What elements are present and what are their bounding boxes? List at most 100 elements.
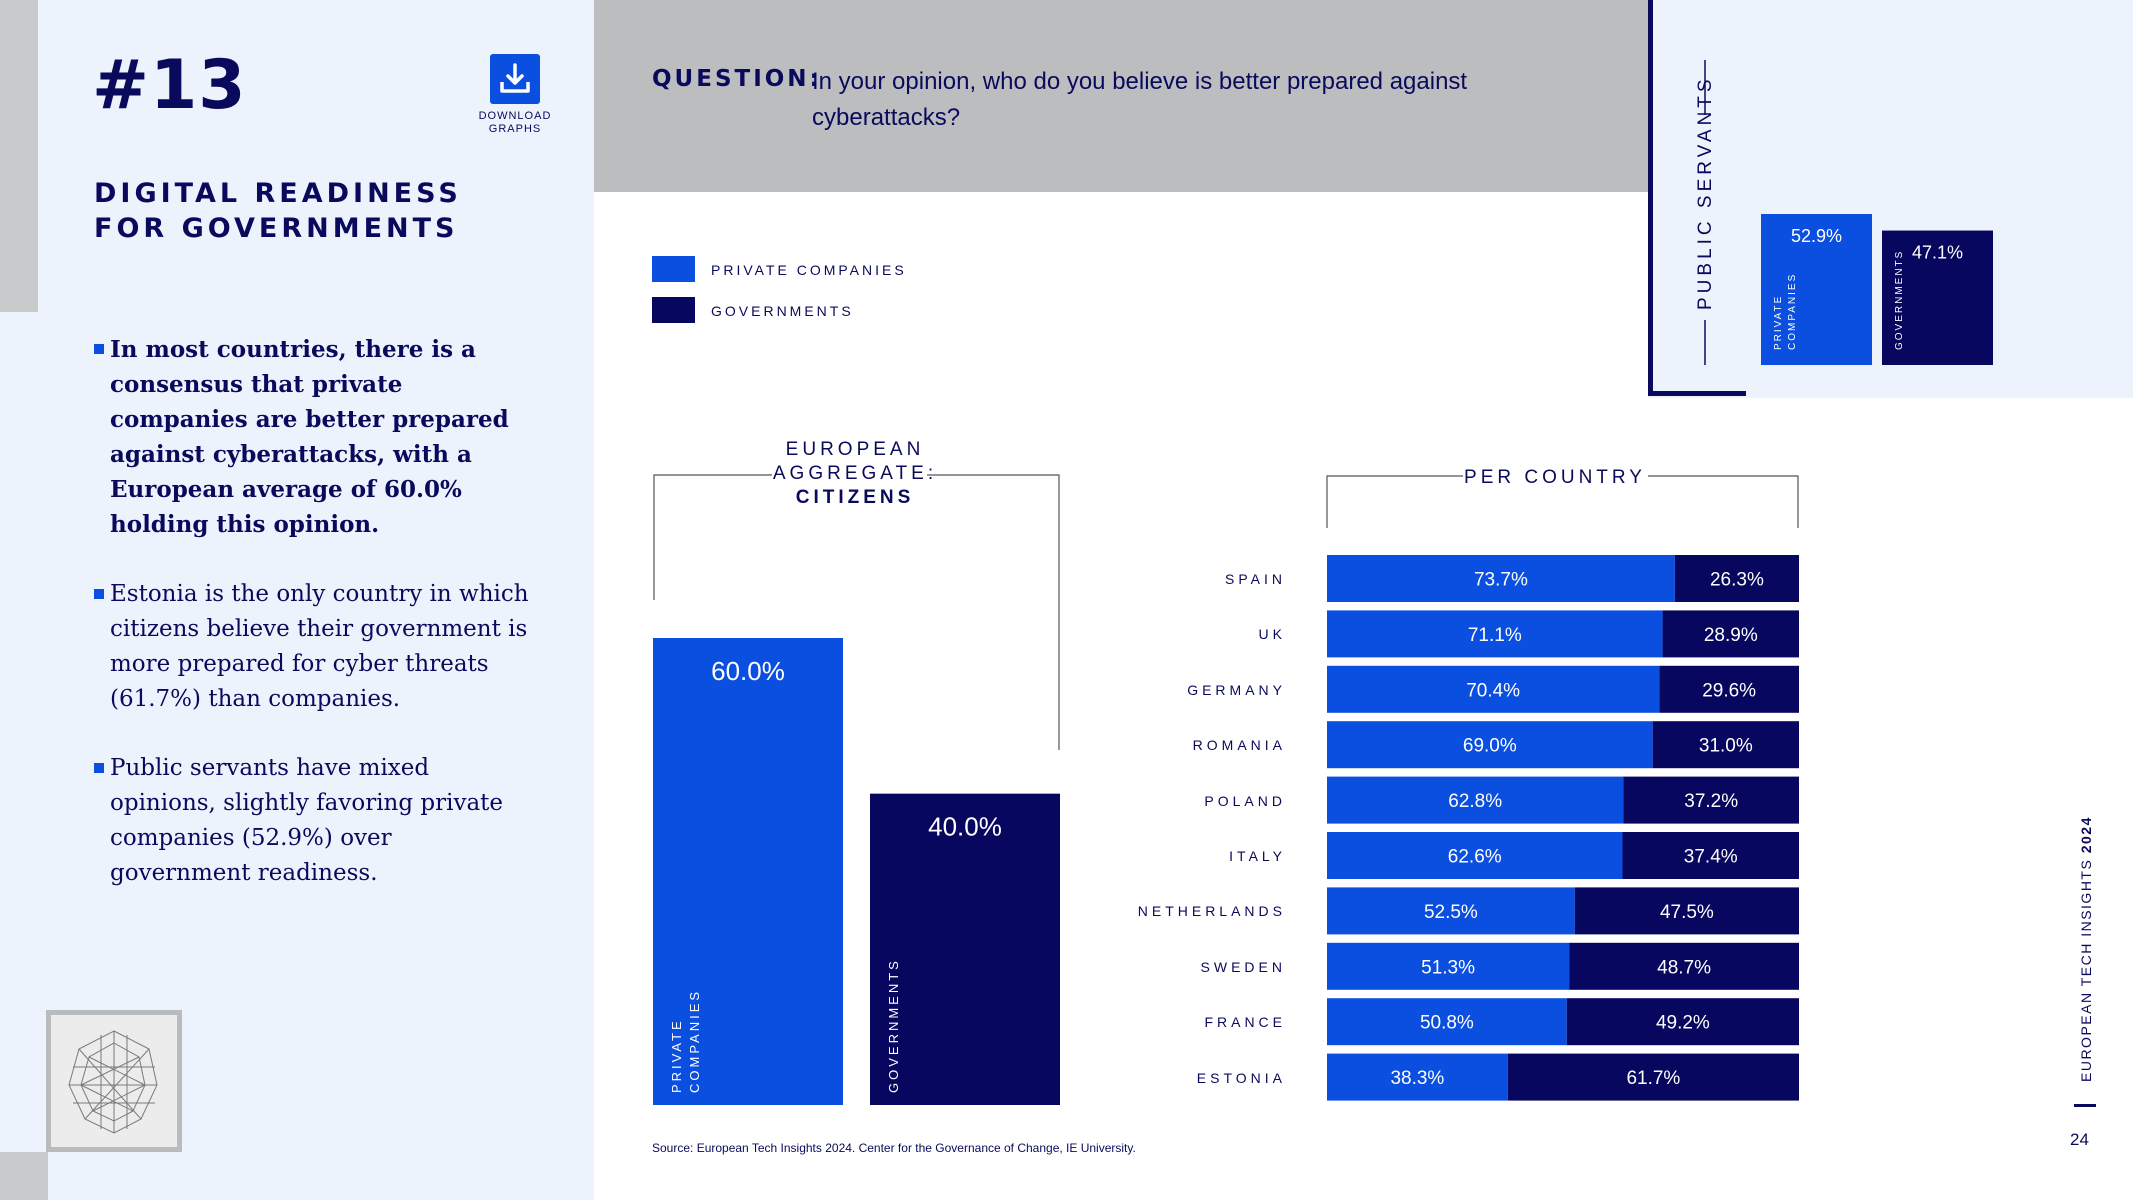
bar-category-label-line: COMPANIES [1787, 273, 1798, 350]
bar-governments [1507, 1053, 1799, 1101]
bar-value-label: 40.0% [928, 812, 1002, 842]
bar-category-label: GOVERNMENTS [886, 958, 901, 1093]
bar-value-label: 47.5% [1660, 902, 1714, 923]
country-label: ROMANIA [1192, 737, 1286, 754]
bar-value-label: 69.0% [1463, 736, 1517, 757]
country-label: SPAIN [1225, 571, 1286, 587]
download-label[interactable]: DOWNLOAD GRAPHS [478, 110, 552, 135]
bar-private [1327, 887, 1575, 935]
bullet-item: In most countries, there is a consensus … [94, 332, 534, 542]
bar-governments [870, 793, 1060, 1105]
bar-governments [1569, 942, 1799, 990]
bar-category-label: PRIVATE COMPANIES [669, 989, 702, 1093]
bar-governments [1574, 887, 1799, 935]
download-icon[interactable] [490, 54, 540, 104]
per-country-heading: PER COUNTRY [1464, 467, 1646, 488]
source-note: Source: European Tech Insights 2024. Cen… [652, 1141, 1136, 1155]
aggregate-chart: 60.0% PRIVATE COMPANIES 40.0% GOVERNMENTS [653, 638, 1060, 1105]
bullet-text: Estonia is the only country in which cit… [110, 581, 529, 712]
bar-private [1327, 832, 1623, 879]
bar-private [1327, 555, 1675, 602]
bar-value-label: 26.3% [1710, 570, 1764, 591]
bar-value-label: 73.7% [1474, 570, 1528, 591]
bar-private [1327, 998, 1567, 1046]
country-label: POLAND [1204, 792, 1286, 809]
bar-governments [1652, 721, 1799, 769]
country-label: FRANCE [1204, 1014, 1286, 1031]
aggregate-heading-line: EUROPEAN [785, 439, 925, 460]
bar-category-label-line: PRIVATE [1773, 295, 1784, 350]
bar-value-label: 52.9% [1791, 226, 1842, 246]
bar-category-label-line: GOVERNMENTS [886, 958, 901, 1093]
country-label: ESTONIA [1196, 1069, 1286, 1086]
issue-number: #13 [92, 46, 247, 125]
question-band [594, 0, 1648, 192]
bar-value-label: 37.2% [1684, 791, 1738, 812]
bar-private [1327, 721, 1653, 769]
left-panel [0, 0, 594, 1200]
per-country-chart: 73.7% 26.3% 71.1% 28.9% 70.4% 29.6% 69.0% 31.0%… [1327, 555, 1799, 1101]
country-label: NETHERLANDS [1137, 903, 1286, 920]
decorative-strip [0, 1152, 48, 1200]
public-servants-axis-line [1704, 60, 1706, 365]
bar-category-label-line: GOVERNMENTS [1894, 250, 1905, 350]
section-title: DIGITAL READINESS FOR GOVERNMENTS [94, 178, 462, 244]
bullet-marker [94, 763, 104, 773]
bar-governments [1882, 230, 1993, 365]
bullet-marker [94, 344, 104, 354]
question-text: In your opinion, who do you believe is b… [812, 68, 1468, 131]
legend-swatch-private [652, 256, 695, 282]
side-caption: EUROPEAN TECH INSIGHTS 2024 [2078, 816, 2094, 1082]
decorative-strip [0, 0, 38, 312]
bar-value-label: 37.4% [1684, 847, 1738, 868]
bar-value-label: 52.5% [1424, 902, 1478, 923]
side-caption-text: EUROPEAN TECH INSIGHTS [2078, 853, 2094, 1082]
download-graphs-button[interactable]: DOWNLOAD GRAPHS [474, 54, 556, 136]
panel-border [1648, 391, 1746, 396]
bar-category-label: PRIVATE COMPANIES [1773, 273, 1798, 350]
bar-private [1327, 665, 1660, 713]
bar-value-label: 62.8% [1448, 791, 1502, 812]
bar-value-label: 50.8% [1420, 1013, 1474, 1034]
bar-governments [1662, 610, 1799, 658]
aggregate-bracket [653, 474, 1060, 750]
country-label: UK [1258, 626, 1286, 643]
panel-border [1648, 0, 1653, 396]
aggregate-heading-line: AGGREGATE: [772, 463, 938, 484]
bar-category-label-line: COMPANIES [687, 989, 702, 1093]
bar-value-label: 62.6% [1448, 847, 1502, 868]
bar-governments [1566, 998, 1799, 1046]
country-label: GERMANY [1187, 681, 1286, 698]
bar-governments [1674, 555, 1799, 602]
bar-governments [1623, 776, 1799, 824]
bullet-marker [94, 589, 104, 599]
legend-swatch-governments [652, 297, 695, 323]
page-number: 24 [2070, 1130, 2089, 1149]
geometric-sphere-icon [68, 1030, 158, 1134]
bar-private [1761, 214, 1872, 365]
country-label: SWEDEN [1200, 958, 1286, 975]
public-servants-chart: 52.9% PRIVATE COMPANIES 47.1% GOVERNMENTS [1761, 214, 1993, 365]
bar-governments [1622, 832, 1799, 879]
bar-private [653, 638, 843, 1105]
legend-label-governments: GOVERNMENTS [711, 303, 854, 319]
country-label: ITALY [1229, 848, 1286, 864]
per-country-bracket [1326, 475, 1799, 528]
bullet-item: Public servants have mixed opinions, sli… [94, 751, 534, 891]
bar-value-label: 38.3% [1390, 1068, 1444, 1089]
bar-governments [1659, 665, 1799, 713]
bar-private [1327, 942, 1570, 990]
bar-value-label: 48.7% [1657, 957, 1711, 978]
bullet-item: Estonia is the only country in which cit… [94, 577, 534, 717]
bar-private [1327, 1053, 1508, 1101]
bar-value-label: 29.6% [1702, 680, 1756, 701]
side-caption-year: 2024 [2078, 816, 2094, 854]
bar-category-label-line: PRIVATE [669, 1018, 684, 1093]
bar-value-label: 60.0% [711, 656, 785, 686]
bar-value-label: 61.7% [1626, 1068, 1680, 1089]
bar-value-label: 70.4% [1466, 680, 1520, 701]
bullet-text: In most countries, there is a consensus … [110, 336, 509, 538]
question-label: QUESTION: [652, 66, 822, 92]
bar-category-label: GOVERNMENTS [1894, 250, 1905, 350]
bar-private [1327, 776, 1624, 824]
